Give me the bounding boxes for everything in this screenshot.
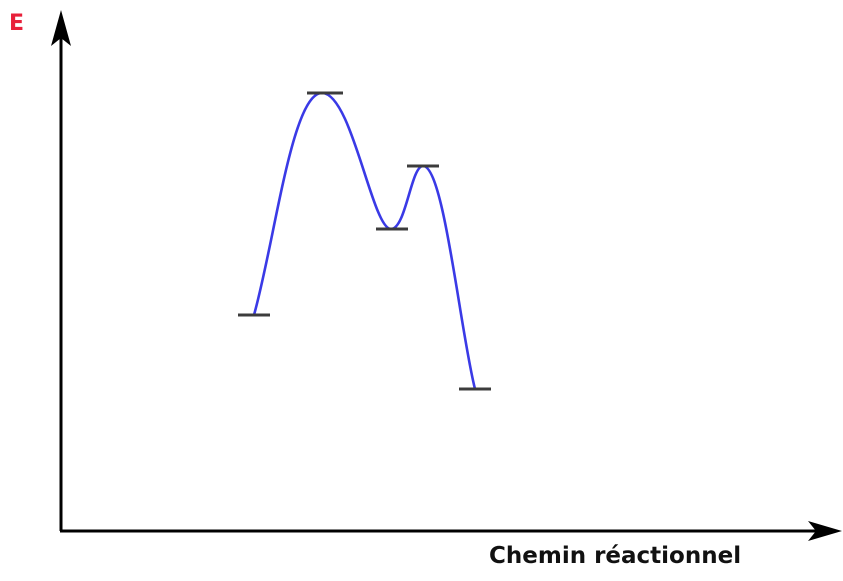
x-axis-label: Chemin réactionnel [489, 543, 742, 569]
y-axis-arrowhead [51, 10, 71, 46]
reaction-energy-curve [252, 91, 477, 391]
y-axis-label: E [9, 11, 25, 36]
x-axis-arrowhead [808, 521, 842, 541]
